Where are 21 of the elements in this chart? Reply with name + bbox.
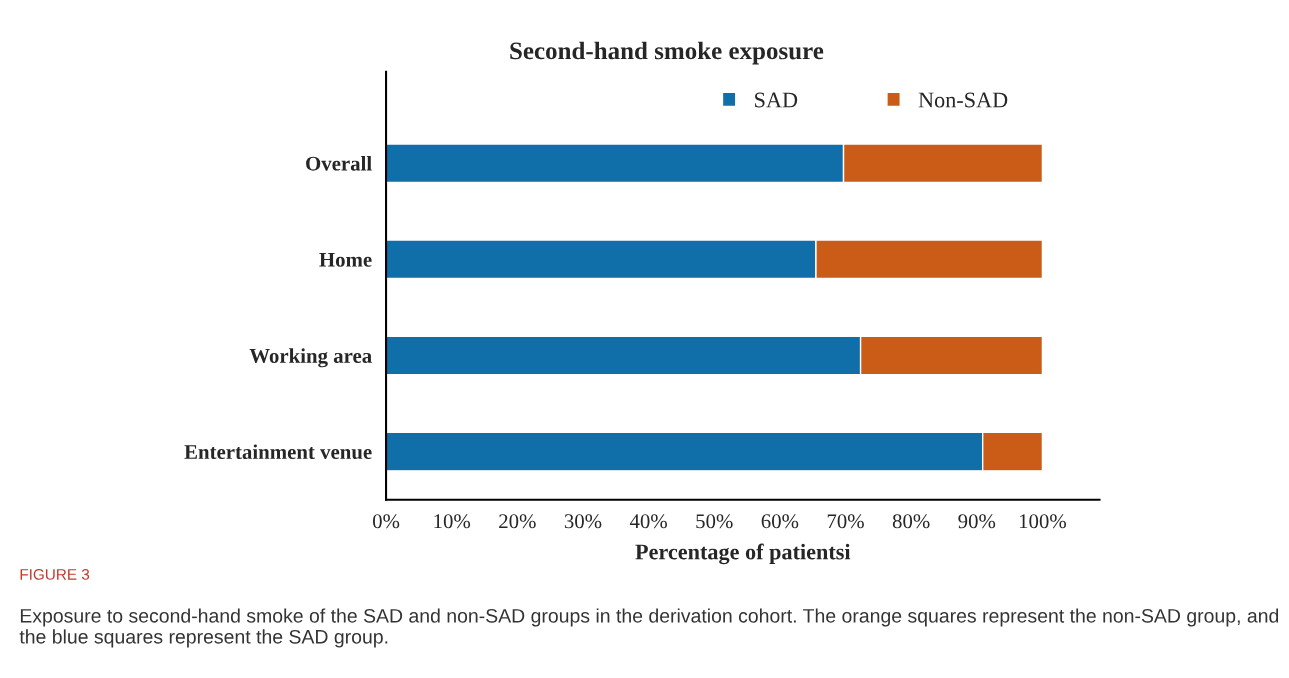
x-tick-label: 80%	[892, 514, 930, 529]
x-tick-label: 50%	[696, 514, 733, 529]
x-tick-label: 20%	[499, 514, 536, 529]
y-tick-label: Home	[319, 252, 372, 267]
caption: FIGURE 3	[20, 569, 90, 580]
x-axis-title: Percentage of patientsi	[635, 543, 851, 565]
x-tick-label: 30%	[564, 514, 602, 529]
x-tick-label: 60%	[761, 514, 799, 529]
chart-title: Second-hand smoke exposure	[510, 41, 824, 65]
y-tick-label: Working area	[249, 348, 372, 368]
y-tick-label: Overall	[306, 155, 372, 171]
x-tick-label: 90%	[958, 514, 996, 529]
x-tick-label: 70%	[827, 514, 864, 529]
x-tick-label: 10%	[434, 514, 471, 529]
x-tick-label: 40%	[629, 514, 667, 529]
y-tick-label: Entertainment venue	[184, 444, 372, 460]
x-tick-label: 0%	[372, 514, 400, 529]
legend-label: Non-SAD	[918, 92, 1008, 108]
x-tick-label: 100%	[1019, 514, 1067, 529]
legend-label: SAD	[755, 92, 798, 108]
text: Exposure to second-hand smoke of the SAD and non-SAD groups in the derivation cohort. The orange squares represent the non-SAD group, and the blue squares represent the SAD group.	[19, 608, 1279, 648]
